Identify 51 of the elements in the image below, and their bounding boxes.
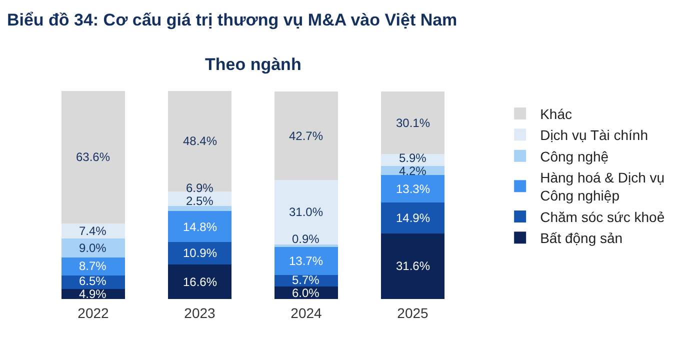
chart-title: Biểu đồ 34: Cơ cấu giá trị thương vụ M&A vào Việt Nam bbox=[6, 10, 458, 30]
bar bbox=[168, 206, 232, 212]
data-label: 63.6% bbox=[76, 150, 110, 164]
bar bbox=[168, 211, 232, 242]
data-label: 6.9% bbox=[186, 181, 214, 195]
bar bbox=[61, 91, 126, 224]
bar bbox=[274, 244, 338, 247]
data-label: 7.4% bbox=[79, 224, 107, 238]
x-tick-label: 2025 bbox=[397, 305, 429, 321]
legend-label: Khác bbox=[540, 106, 572, 122]
data-label: 31.0% bbox=[289, 205, 324, 219]
data-label: 48.4% bbox=[183, 134, 218, 148]
data-label: 14.8% bbox=[183, 220, 218, 234]
data-label: 4.2% bbox=[399, 164, 427, 178]
data-label: 6.0% bbox=[292, 286, 320, 300]
bar bbox=[380, 233, 445, 300]
x-tick-label: 2024 bbox=[290, 305, 322, 321]
legend-label: Hàng hoá & Dịch vụ Công nghiệp bbox=[540, 170, 665, 204]
data-label: 13.3% bbox=[396, 182, 430, 196]
legend-label: Bất động sản bbox=[540, 230, 623, 246]
data-label: 13.7% bbox=[289, 254, 324, 268]
bar bbox=[380, 174, 445, 202]
data-label: 0.9% bbox=[292, 232, 320, 246]
data-label: 14.9% bbox=[396, 211, 430, 225]
chart-subtitle: Theo ngành bbox=[205, 55, 302, 74]
data-label: 10.9% bbox=[183, 246, 218, 260]
data-label: 4.9% bbox=[79, 287, 107, 301]
data-label: 2.5% bbox=[186, 194, 214, 208]
legend-label: Dịch vụ Tài chính bbox=[540, 127, 648, 144]
legend-label: Công nghệ bbox=[540, 148, 609, 164]
data-label: 9.0% bbox=[79, 241, 107, 255]
bar bbox=[380, 202, 445, 234]
data-label: 16.6% bbox=[183, 275, 218, 289]
bar bbox=[274, 180, 338, 244]
legend-label: Chăm sóc sức khoẻ bbox=[540, 208, 665, 225]
bar bbox=[274, 91, 338, 180]
data-label: 5.7% bbox=[292, 273, 320, 287]
bar bbox=[274, 246, 338, 275]
data-label: 31.6% bbox=[396, 259, 430, 273]
data-label: 6.5% bbox=[79, 274, 107, 288]
data-label: 5.9% bbox=[399, 151, 427, 165]
bar bbox=[61, 257, 126, 276]
x-tick-label: 2023 bbox=[184, 305, 216, 321]
bar bbox=[380, 91, 445, 154]
bar bbox=[168, 264, 232, 300]
data-label: 30.1% bbox=[396, 116, 430, 130]
bar bbox=[61, 238, 126, 258]
x-tick-label: 2022 bbox=[78, 305, 110, 321]
data-label: 42.7% bbox=[289, 129, 324, 143]
bar bbox=[168, 91, 232, 192]
data-label: 8.7% bbox=[79, 259, 107, 273]
